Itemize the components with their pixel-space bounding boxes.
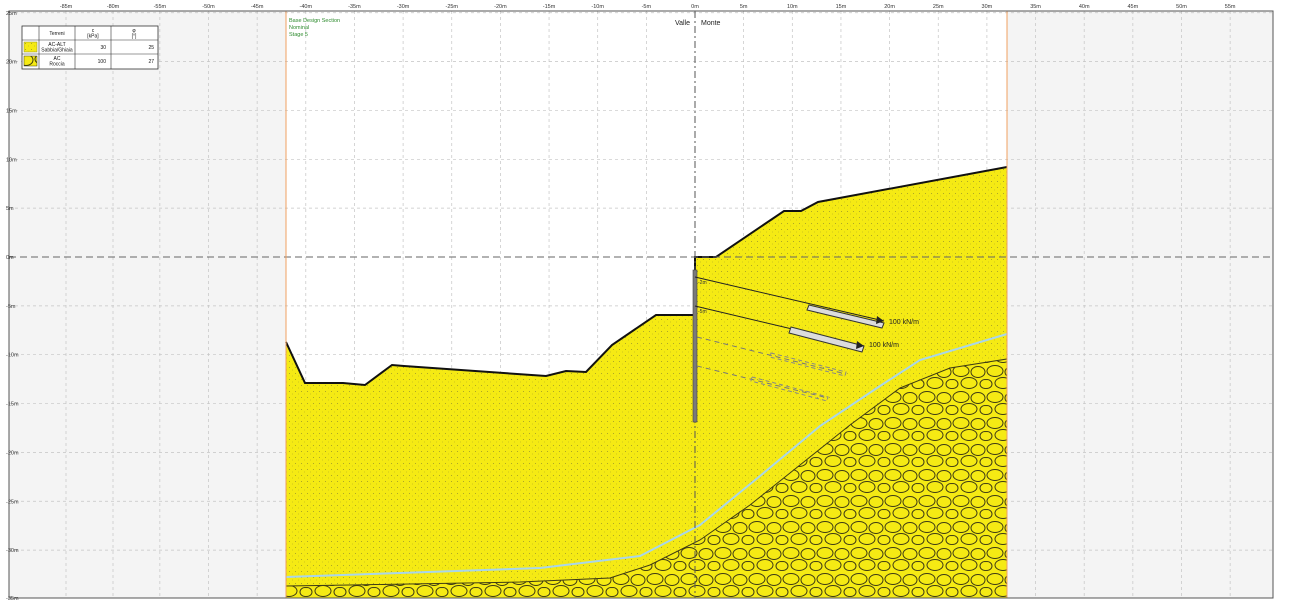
- legend-row-2-c: 100: [98, 59, 107, 65]
- legend-row-1-name: AC-ALT Sabbia/Ghiaia: [41, 42, 73, 53]
- soil-legend[interactable]: Terreni c [kPa] φ [°] AC-ALT Sabbia/Ghiaia …: [21, 25, 159, 70]
- x-tick-label: -15m: [543, 4, 556, 10]
- x-tick-label: 20m: [884, 4, 895, 10]
- retaining-wall[interactable]: [692, 269, 698, 423]
- y-tick-label: -35m: [6, 596, 19, 602]
- section-info-stage: Stage 5: [289, 32, 308, 38]
- y-tick-label: 5m: [6, 206, 14, 212]
- x-tick-label: 0m: [691, 4, 699, 10]
- x-tick-label: 55m: [1225, 4, 1236, 10]
- legend-header-c: c [kPa]: [87, 28, 99, 39]
- y-tick-label: -5m: [6, 304, 16, 310]
- y-tick-label: 0m: [6, 255, 14, 261]
- x-tick-label: 15m: [836, 4, 847, 10]
- inactive-anchor-tendon-3: [696, 336, 847, 375]
- x-tick-label: -55m: [154, 4, 167, 10]
- x-tick-label: 50m: [1176, 4, 1187, 10]
- y-tick-label: -15m: [6, 402, 19, 408]
- x-tick-label: 10m: [787, 4, 798, 10]
- inactive-anchor-bulb-4: [750, 376, 829, 402]
- valle-label: Valle: [675, 20, 690, 27]
- inactive-anchor-bulb-3: [769, 352, 847, 377]
- y-tick-label: -20m: [6, 450, 19, 456]
- x-tick-label: -30m: [397, 4, 410, 10]
- rock-icon: [23, 55, 38, 67]
- section-info-scenario: Nominal: [289, 25, 309, 31]
- x-tick-label: -5m: [642, 4, 652, 10]
- x-tick-label: 45m: [1127, 4, 1138, 10]
- outer-area-left: [9, 11, 286, 598]
- anchor-tendon-1: [694, 276, 885, 322]
- legend-row-1-c: 30: [100, 45, 106, 51]
- anchor-depth-label-1: -2m: [698, 280, 707, 286]
- section-info-title: Base Design Section: [289, 18, 340, 24]
- inactive-anchor-3[interactable]: [696, 336, 847, 377]
- y-tick-label: -25m: [6, 499, 19, 505]
- x-tick-label: -50m: [202, 4, 215, 10]
- legend-row-2-phi: 27: [148, 59, 154, 65]
- legend-row-2-name: AC Roccia: [49, 56, 65, 67]
- sand-icon: [23, 41, 38, 53]
- legend-header-phi: φ [°]: [132, 28, 137, 39]
- y-tick-label: 15m: [6, 108, 17, 114]
- anchor-depth-label-2: -5m: [698, 309, 707, 315]
- legend-row-1-phi: 25: [148, 45, 154, 51]
- x-tick-label: 30m: [982, 4, 993, 10]
- monte-label: Monte: [701, 20, 721, 27]
- x-axis-ticks: -85m -80m -55m -50m -45m -40m -35m -30m -25m -20m…: [60, 4, 1236, 10]
- x-tick-label: -40m: [300, 4, 313, 10]
- y-tick-label: 25m: [6, 11, 17, 17]
- anchor-row-2[interactable]: 100 kN/m -5m: [694, 305, 899, 353]
- outer-area-right: [1007, 11, 1273, 598]
- legend-box: [21, 25, 159, 70]
- x-tick-label: 5m: [740, 4, 748, 10]
- x-tick-label: -25m: [445, 4, 458, 10]
- x-tick-label: -85m: [60, 4, 73, 10]
- x-tick-label: -45m: [251, 4, 264, 10]
- anchor-row-1[interactable]: 100 kN/m -2m: [694, 276, 919, 329]
- anchor-bulb-2: [788, 326, 865, 353]
- x-tick-label: -20m: [494, 4, 507, 10]
- x-tick-label: -35m: [348, 4, 361, 10]
- y-axis-ticks: 25m 20m 15m 10m 5m 0m -5m -10m -15m -20m -25m -30m -…: [6, 11, 19, 602]
- anchor-arrow-2: [856, 341, 864, 349]
- drawing-frame: [8, 10, 1274, 599]
- ground-surface-line: [285, 166, 1008, 387]
- y-tick-label: 10m: [6, 157, 17, 163]
- y-tick-label: 20m: [6, 60, 17, 66]
- anchor-arrow-1: [876, 316, 884, 324]
- anchor-load-label-1: 100 kN/m: [889, 319, 919, 326]
- inactive-anchor-tendon-4: [696, 365, 829, 399]
- x-tick-label: -10m: [591, 4, 604, 10]
- legend-header-name: Terreni: [49, 31, 64, 37]
- inactive-anchor-4[interactable]: [696, 365, 829, 402]
- x-tick-label: 35m: [1030, 4, 1041, 10]
- y-tick-label: -30m: [6, 548, 19, 554]
- x-tick-label: -80m: [107, 4, 120, 10]
- anchor-load-label-2: 100 kN/m: [869, 342, 899, 349]
- water-table-line: [285, 333, 1008, 578]
- y-tick-label: -10m: [6, 353, 19, 359]
- anchor-bulb-1: [806, 304, 885, 329]
- x-tick-label: 40m: [1079, 4, 1090, 10]
- x-tick-label: 25m: [933, 4, 944, 10]
